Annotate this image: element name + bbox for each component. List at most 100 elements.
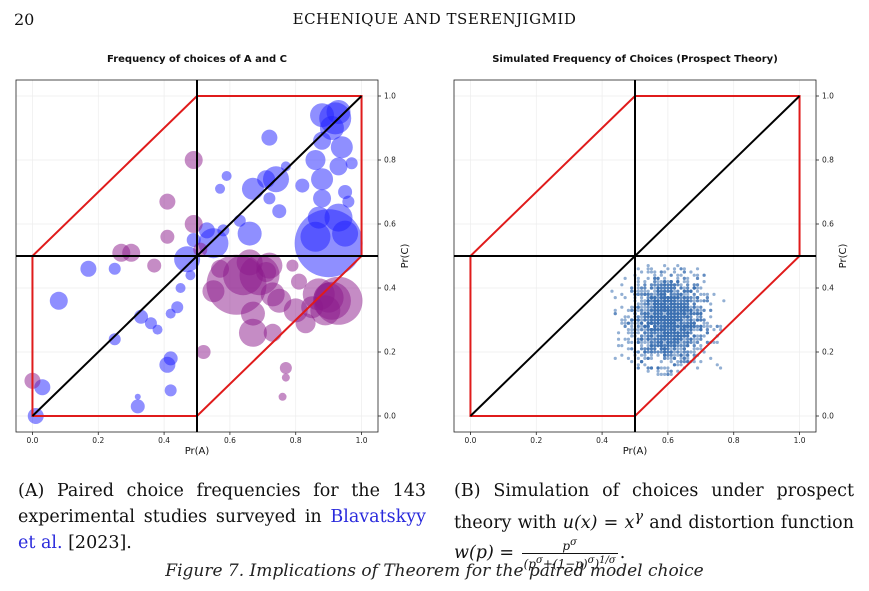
simulated-point bbox=[695, 347, 700, 351]
simulated-point bbox=[689, 337, 693, 341]
simulated-point bbox=[630, 334, 634, 338]
simulated-point bbox=[623, 318, 627, 322]
simulated-point bbox=[699, 308, 703, 312]
simulated-point bbox=[682, 289, 686, 293]
blue-bubble bbox=[319, 102, 352, 135]
citation-link[interactable]: Blavatskyy et al. bbox=[18, 507, 426, 553]
simulated-point bbox=[676, 344, 680, 348]
simulated-point bbox=[663, 299, 667, 303]
simulated-point bbox=[649, 305, 654, 309]
simulated-point bbox=[692, 347, 696, 351]
blue-bubble bbox=[175, 283, 186, 293]
simulated-point bbox=[666, 308, 670, 312]
x-tick-label: 0.4 bbox=[596, 436, 608, 445]
simulated-point bbox=[653, 318, 657, 322]
simulated-point bbox=[649, 302, 654, 306]
simulated-point bbox=[636, 321, 640, 325]
simulated-point bbox=[639, 328, 644, 332]
blue-bubble bbox=[130, 399, 145, 414]
simulated-point bbox=[646, 267, 650, 271]
simulated-point bbox=[630, 347, 634, 351]
simulated-point bbox=[663, 270, 667, 274]
simulated-point bbox=[676, 331, 680, 335]
simulated-point bbox=[663, 318, 667, 322]
y-tick-label: 0.6 bbox=[384, 220, 396, 229]
simulated-point bbox=[679, 347, 683, 351]
x-tick-label: 1.0 bbox=[356, 436, 368, 445]
blue-bubble bbox=[329, 157, 348, 176]
simulated-point bbox=[663, 305, 667, 309]
simulated-point bbox=[692, 340, 696, 344]
simulated-point bbox=[689, 299, 693, 303]
simulated-point bbox=[663, 312, 667, 316]
blue-bubble bbox=[345, 157, 358, 170]
simulated-point bbox=[669, 356, 673, 360]
simulated-point bbox=[646, 312, 650, 316]
blue-bubble bbox=[263, 192, 276, 205]
simulated-point bbox=[646, 350, 650, 354]
simulated-point bbox=[682, 356, 686, 360]
simulated-point bbox=[626, 308, 631, 312]
purple-bubble bbox=[263, 323, 282, 342]
simulated-point bbox=[616, 331, 621, 335]
simulated-point bbox=[646, 264, 650, 268]
simulated-point bbox=[649, 283, 654, 287]
simulated-point bbox=[646, 340, 650, 344]
simulated-point bbox=[653, 324, 657, 328]
simulated-point bbox=[679, 353, 683, 357]
simulated-point bbox=[663, 321, 667, 325]
simulated-point bbox=[649, 356, 654, 360]
simulated-point bbox=[656, 318, 660, 322]
simulated-point bbox=[639, 318, 644, 322]
blue-bubble bbox=[237, 221, 262, 246]
simulated-point bbox=[666, 315, 670, 319]
simulated-point bbox=[679, 331, 683, 335]
simulated-point bbox=[656, 366, 660, 370]
simulated-point bbox=[646, 292, 650, 296]
simulated-point bbox=[676, 334, 680, 338]
simulated-point bbox=[699, 286, 703, 290]
caption-b-text-1: Simulation of choices under prospect the… bbox=[454, 481, 854, 533]
simulated-point bbox=[643, 308, 647, 312]
simulated-point bbox=[626, 347, 631, 351]
simulated-point bbox=[692, 308, 696, 312]
simulated-point bbox=[682, 321, 686, 325]
simulated-point bbox=[659, 334, 663, 338]
simulated-point bbox=[686, 318, 690, 322]
simulated-point bbox=[656, 334, 660, 338]
simulated-point bbox=[682, 308, 686, 312]
utility-exponent: γ bbox=[634, 508, 644, 525]
simulated-point bbox=[702, 273, 706, 277]
simulated-point bbox=[682, 344, 686, 348]
simulated-point bbox=[715, 340, 719, 344]
simulated-point bbox=[630, 331, 634, 335]
simulated-point bbox=[682, 353, 686, 357]
simulated-point bbox=[686, 321, 690, 325]
simulated-point bbox=[676, 340, 680, 344]
simulated-point bbox=[672, 292, 677, 296]
simulated-point bbox=[695, 340, 700, 344]
simulated-point bbox=[620, 344, 624, 348]
simulated-point bbox=[663, 328, 667, 332]
simulated-point bbox=[659, 296, 663, 300]
simulated-point bbox=[695, 328, 700, 332]
simulated-point bbox=[636, 267, 640, 271]
simulated-point bbox=[686, 286, 690, 290]
simulated-point bbox=[639, 324, 644, 328]
simulated-point bbox=[666, 289, 670, 293]
purple-bubble bbox=[193, 242, 208, 257]
simulated-point bbox=[682, 340, 686, 344]
simulated-point bbox=[659, 308, 663, 312]
simulated-point bbox=[669, 283, 673, 287]
simulated-point bbox=[702, 318, 706, 322]
simulated-point bbox=[692, 344, 696, 348]
simulated-point bbox=[656, 344, 660, 348]
simulated-point bbox=[656, 369, 660, 373]
simulated-point bbox=[626, 331, 631, 335]
caption-b-text-3: . bbox=[619, 542, 626, 563]
simulated-point bbox=[686, 308, 690, 312]
y-tick-label: 0.6 bbox=[822, 220, 834, 229]
simulated-point bbox=[659, 292, 663, 296]
simulated-point bbox=[705, 321, 709, 325]
simulated-point bbox=[676, 318, 680, 322]
